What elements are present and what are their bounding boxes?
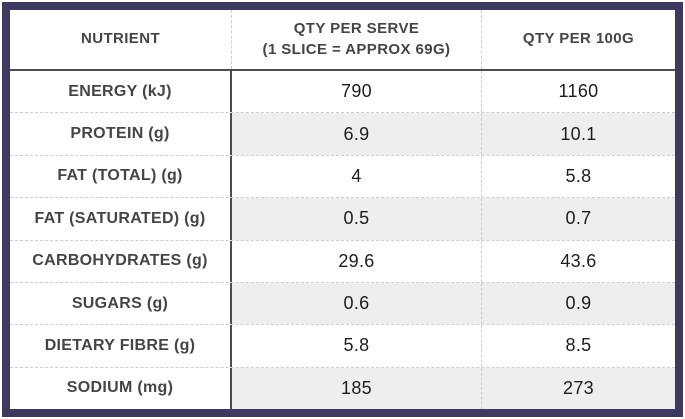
qty-per-serve-value: 5.8 xyxy=(343,335,370,356)
qty-per-100g-cell: 10.1 xyxy=(482,113,675,155)
column-header-nutrient-label: NUTRIENT xyxy=(80,30,161,48)
table-row-energy: ENERGY (kJ) 790 1160 xyxy=(10,71,675,114)
nutrient-label: ENERGY (kJ) xyxy=(68,82,172,100)
nutrient-label: FAT (SATURATED) (g) xyxy=(34,209,206,227)
nutrient-label: PROTEIN (g) xyxy=(70,125,170,143)
qty-per-100g-value: 1160 xyxy=(558,81,599,102)
qty-per-serve-cell: 6.9 xyxy=(232,113,482,155)
nutrient-cell: PROTEIN (g) xyxy=(10,113,232,155)
nutrient-cell: SUGARS (g) xyxy=(10,282,232,325)
nutrient-cell: FAT (TOTAL) (g) xyxy=(10,155,232,198)
qty-per-100g-cell: 273 xyxy=(482,367,675,409)
qty-per-100g-cell: 0.9 xyxy=(482,282,675,325)
column-header-qty-per-serve-label: QTY PER SERVE xyxy=(293,20,420,38)
qty-per-serve-value: 29.6 xyxy=(338,250,375,271)
qty-per-100g-value: 8.5 xyxy=(565,335,592,356)
column-header-nutrient: NUTRIENT xyxy=(10,10,232,69)
table-row-carbohydrates: CARBOHYDRATES (g) 29.6 43.6 xyxy=(10,240,675,283)
table-row-sodium: SODIUM (mg) 185 273 xyxy=(10,367,675,409)
qty-per-100g-value: 0.9 xyxy=(565,293,592,314)
nutrient-cell: ENERGY (kJ) xyxy=(10,71,232,113)
qty-per-serve-cell: 29.6 xyxy=(232,240,482,282)
qty-per-100g-cell: 43.6 xyxy=(482,241,675,282)
qty-per-serve-cell: 0.5 xyxy=(232,198,482,240)
qty-per-serve-cell: 790 xyxy=(232,71,482,113)
qty-per-serve-value: 6.9 xyxy=(343,123,370,144)
qty-per-100g-value: 0.7 xyxy=(565,208,592,229)
nutrient-label: SODIUM (mg) xyxy=(66,379,174,397)
column-header-qty-per-serve-sublabel: (1 SLICE = APPROX 69G) xyxy=(262,40,451,58)
table-row-fat-total: FAT (TOTAL) (g) 4 5.8 xyxy=(10,155,675,199)
qty-per-serve-value: 790 xyxy=(341,81,372,102)
table-row-protein: PROTEIN (g) 6.9 10.1 xyxy=(10,113,675,156)
nutrient-cell: FAT (SATURATED) (g) xyxy=(10,198,232,240)
qty-per-serve-value: 0.6 xyxy=(343,293,370,314)
nutrient-label: SUGARS (g) xyxy=(71,294,169,312)
qty-per-serve-cell: 185 xyxy=(232,367,482,409)
qty-per-100g-value: 5.8 xyxy=(565,165,592,186)
nutrient-label: FAT (TOTAL) (g) xyxy=(57,167,183,185)
table-row-dietary-fibre: DIETARY FIBRE (g) 5.8 8.5 xyxy=(10,325,675,368)
qty-per-serve-value: 4 xyxy=(351,165,362,186)
qty-per-serve-value: 0.5 xyxy=(343,208,370,229)
table-row-fat-saturated: FAT (SATURATED) (g) 0.5 0.7 xyxy=(10,198,675,241)
column-header-qty-per-100g-label: QTY PER 100G xyxy=(522,30,635,48)
nutrient-cell: CARBOHYDRATES (g) xyxy=(10,240,232,282)
nutrient-cell: DIETARY FIBRE (g) xyxy=(10,325,232,367)
table-row-sugars: SUGARS (g) 0.6 0.9 xyxy=(10,282,675,326)
nutrient-label: CARBOHYDRATES (g) xyxy=(32,252,208,270)
table-header-row: NUTRIENT QTY PER SERVE (1 SLICE = APPROX… xyxy=(10,10,675,71)
qty-per-serve-cell: 4 xyxy=(232,155,482,198)
qty-per-100g-cell: 0.7 xyxy=(482,198,675,240)
qty-per-100g-value: 273 xyxy=(563,377,594,398)
qty-per-100g-value: 43.6 xyxy=(560,250,597,271)
qty-per-100g-cell: 8.5 xyxy=(482,325,675,366)
qty-per-100g-cell: 5.8 xyxy=(482,156,675,197)
qty-per-serve-value: 185 xyxy=(341,377,372,398)
column-header-qty-per-100g: QTY PER 100G xyxy=(482,10,675,69)
nutrient-cell: SODIUM (mg) xyxy=(10,367,232,409)
qty-per-serve-cell: 0.6 xyxy=(232,282,482,325)
nutrient-label: DIETARY FIBRE (g) xyxy=(44,336,196,354)
qty-per-serve-cell: 5.8 xyxy=(232,325,482,367)
qty-per-100g-value: 10.1 xyxy=(560,123,597,144)
column-header-qty-per-serve: QTY PER SERVE (1 SLICE = APPROX 69G) xyxy=(232,10,482,69)
qty-per-100g-cell: 1160 xyxy=(482,71,675,112)
